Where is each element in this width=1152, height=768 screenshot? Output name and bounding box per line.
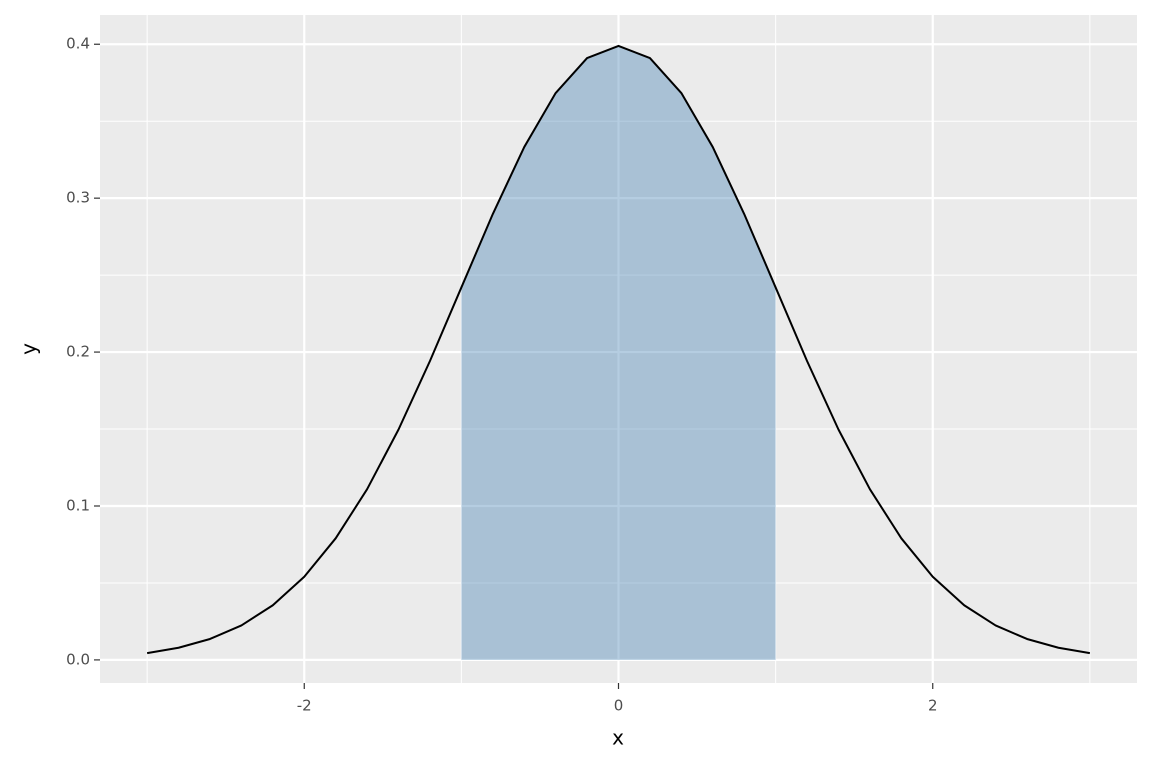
x-tick-label: 0 (614, 697, 624, 715)
y-axis-title: y (17, 343, 41, 355)
x-tick-label: 2 (928, 697, 938, 715)
y-tick-label: 0.4 (66, 35, 90, 53)
x-tick-label: -2 (297, 697, 312, 715)
y-tick-label: 0.3 (66, 189, 90, 207)
y-tick-label: 0.0 (66, 650, 90, 668)
y-tick-label: 0.2 (66, 343, 90, 361)
y-tick-label: 0.1 (66, 496, 90, 514)
shaded-area (461, 45, 776, 660)
density-line (146, 44, 1091, 655)
x-axis-title: x (612, 726, 624, 750)
